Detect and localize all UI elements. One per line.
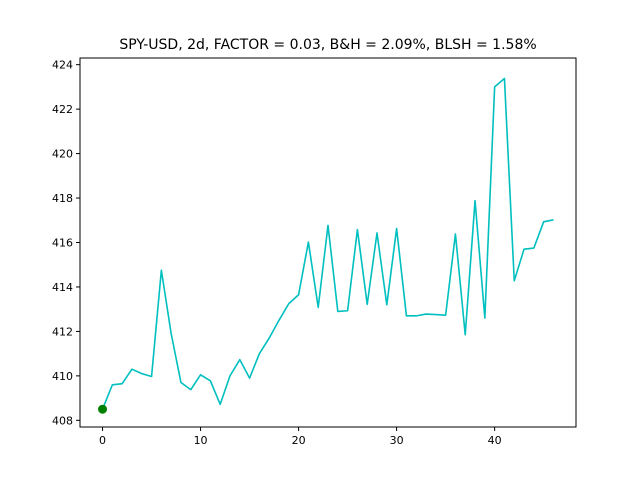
plot-area: 0 10 20 30 40 408 410 412 414 416 418 420 422 424	[52, 57, 577, 447]
data-point-marker	[98, 404, 108, 414]
y-tick-label: 408	[52, 414, 73, 427]
y-tick-label: 410	[52, 370, 73, 383]
series-line	[101, 77, 554, 410]
y-tick-label: 414	[52, 281, 73, 294]
x-tick-label: 20	[292, 434, 306, 447]
x-tick-label: 0	[99, 434, 106, 447]
y-tick-label: 420	[52, 148, 73, 161]
y-tick-label: 412	[52, 325, 73, 338]
y-tick-label: 416	[52, 237, 73, 250]
axes-frame	[79, 57, 577, 428]
y-tick-label: 424	[52, 59, 73, 72]
y-tick-label: 422	[52, 103, 73, 116]
chart-title: SPY-USD, 2d, FACTOR = 0.03, B&H = 2.09%,…	[119, 37, 536, 53]
y-tick-label: 418	[52, 192, 73, 205]
x-tick-label: 40	[488, 434, 502, 447]
x-tick-label: 10	[194, 434, 208, 447]
x-tick-label: 30	[390, 434, 404, 447]
